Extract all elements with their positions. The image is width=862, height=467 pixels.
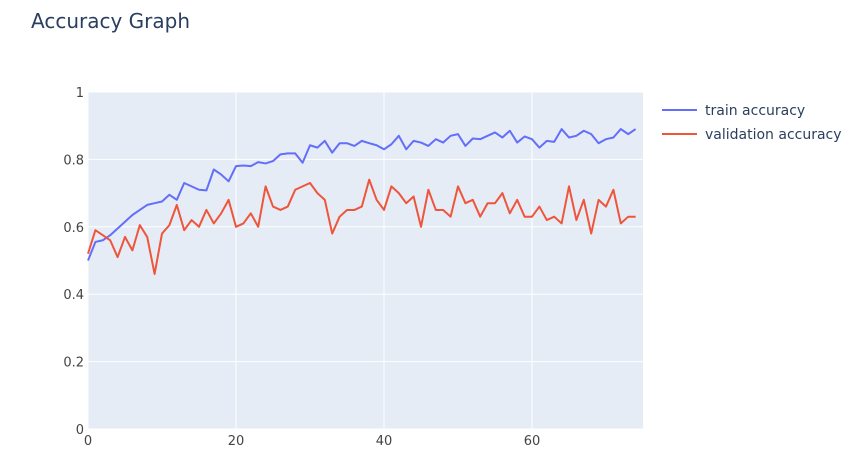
x-tick-label: 60 <box>524 434 541 449</box>
series-line-validation-accuracy <box>87 178 636 275</box>
axis-ticks: 0 0.2 0.4 0.6 0.8 1 0 20 40 60 <box>63 86 540 449</box>
legend-label: validation accuracy <box>705 127 842 143</box>
y-tick-label: 1 <box>76 86 84 101</box>
x-tick-label: 0 <box>84 434 92 449</box>
y-tick-label: 0.2 <box>63 356 84 371</box>
y-tick-label: 0.6 <box>63 221 84 236</box>
x-tick-label: 40 <box>376 434 393 449</box>
chart-title: Accuracy Graph <box>31 9 190 33</box>
x-tick-label: 20 <box>228 434 245 449</box>
legend-label: train accuracy <box>705 103 805 119</box>
plot-area <box>88 92 643 429</box>
legend: train accuracy validation accuracy <box>662 103 842 143</box>
y-tick-label: 0 <box>76 423 84 438</box>
series-layer <box>87 128 637 275</box>
y-tick-label: 0.4 <box>63 288 84 303</box>
y-tick-label: 0.8 <box>63 153 84 168</box>
series-line-train-accuracy <box>87 128 637 261</box>
